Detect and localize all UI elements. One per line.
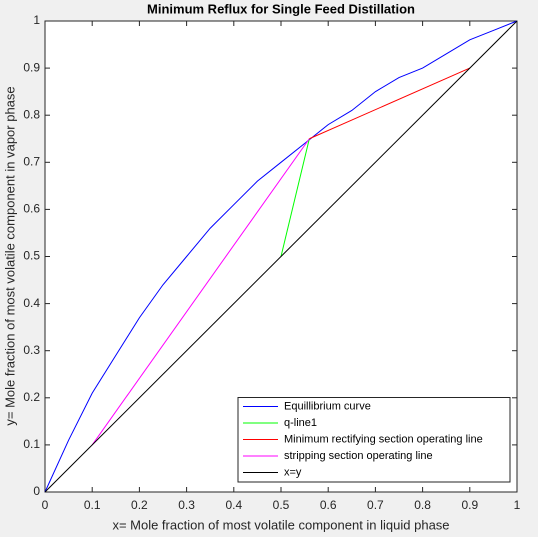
x-tick-label: 0.9 (461, 498, 478, 512)
y-tick-label: 0.8 (23, 107, 40, 121)
x-tick-label: 0.5 (273, 498, 290, 512)
legend-label: Equillibrium curve (284, 400, 371, 412)
data-line (91, 138, 310, 446)
y-tick-label: 0.7 (23, 154, 40, 168)
data-line (280, 138, 310, 257)
legend-label: stripping section operating line (284, 450, 433, 462)
x-tick-label: 0.6 (320, 498, 337, 512)
x-tick-label: 0.8 (414, 498, 431, 512)
legend-label: x=y (284, 466, 302, 478)
y-tick-label: 0.5 (23, 249, 40, 263)
y-tick-label: 0.2 (23, 390, 40, 404)
y-tick-label: 0.6 (23, 202, 40, 216)
x-tick-label: 0.7 (367, 498, 384, 512)
y-tick-label: 0.3 (23, 343, 40, 357)
legend-label: q-line1 (284, 417, 317, 429)
x-tick-label: 0 (42, 498, 49, 512)
data-line (44, 20, 518, 493)
y-tick-label: 0.9 (23, 60, 40, 74)
data-line (309, 67, 471, 140)
x-tick-label: 0.3 (178, 498, 195, 512)
y-tick-label: 0 (33, 484, 40, 498)
x-tick-label: 1 (514, 498, 521, 512)
y-axis-label: y= Mole fraction of most volatile compon… (2, 86, 17, 425)
x-tick-label: 0.4 (225, 498, 242, 512)
chart-title: Minimum Reflux for Single Feed Distillat… (147, 1, 415, 16)
legend-label: Minimum rectifying section operating lin… (284, 433, 483, 445)
y-tick-label: 0.1 (23, 437, 40, 451)
x-tick-label: 0.2 (131, 498, 148, 512)
legend-box (237, 397, 511, 483)
x-axis-label: x= Mole fraction of most volatile compon… (112, 517, 449, 532)
y-tick-label: 0.4 (23, 296, 40, 310)
legend: Equillibrium curve q-line1 Minimum rectify… (237, 397, 511, 483)
y-tick-label: 1 (33, 13, 40, 27)
data-line (44, 20, 518, 493)
x-tick-label: 0.1 (84, 498, 101, 512)
